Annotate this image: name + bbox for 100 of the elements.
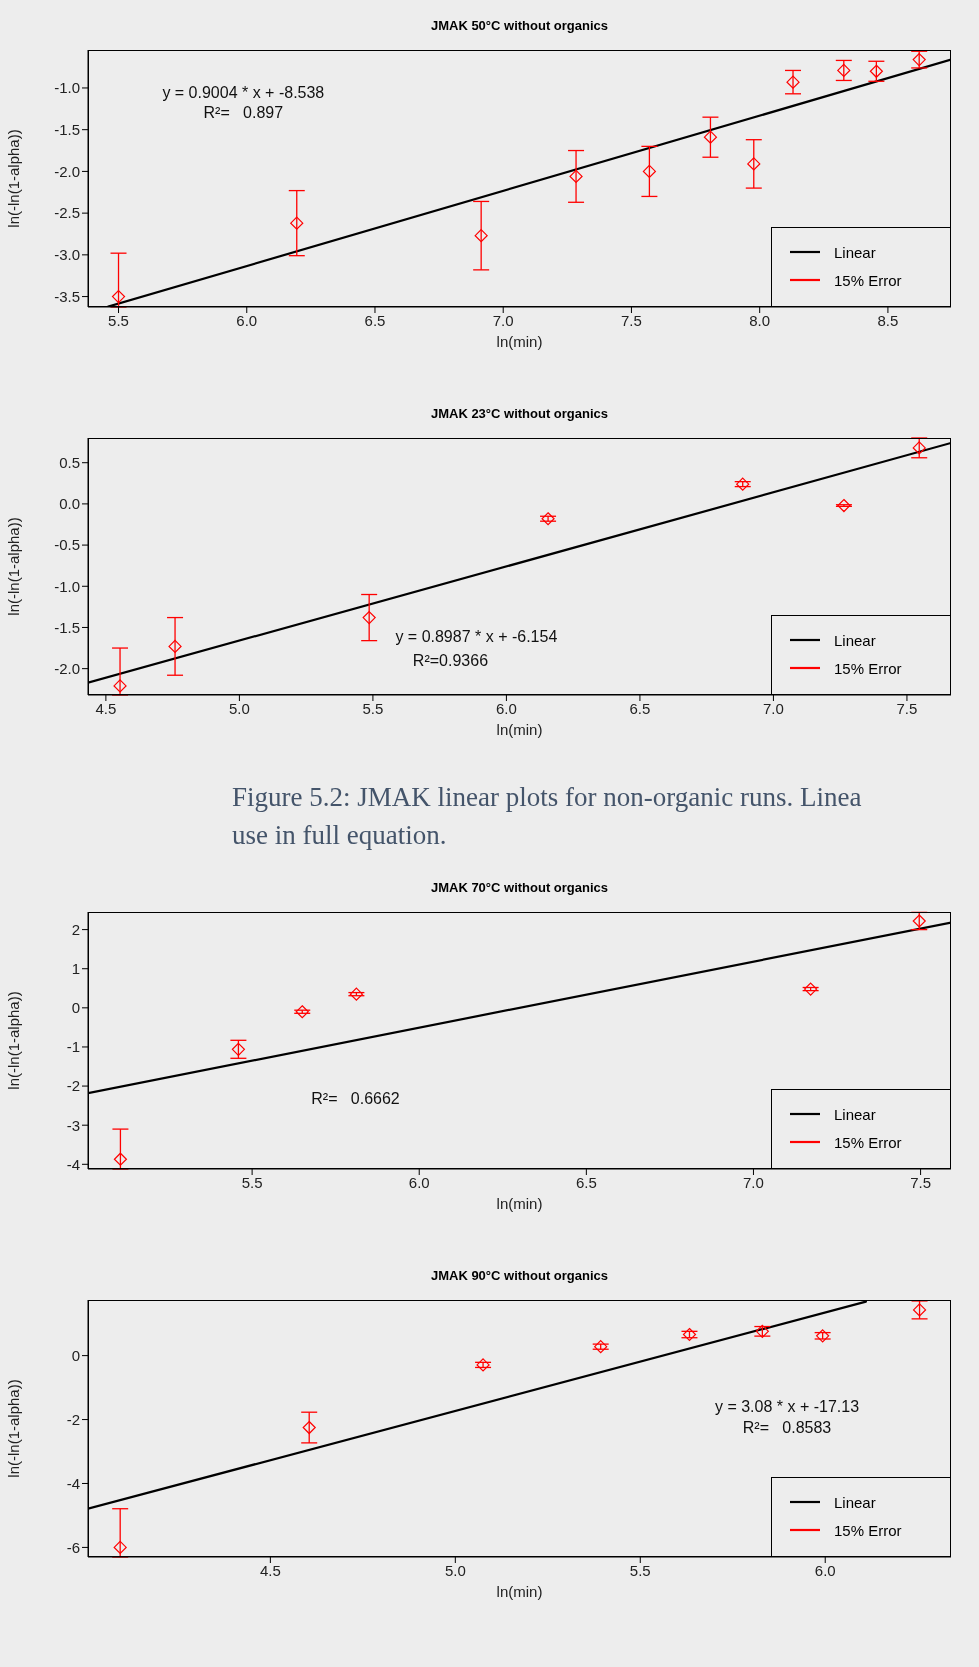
x-axis-title: ln(min) (496, 1583, 543, 1600)
x-tick-label: 6.0 (814, 1561, 836, 1579)
point (816, 1329, 830, 1343)
point (302, 1420, 316, 1435)
point (682, 1327, 697, 1342)
annotation: R²=0.9366 (411, 651, 490, 670)
x-tick-label: 7.5 (896, 699, 918, 717)
x-axis-title: ln(min) (496, 1195, 543, 1212)
x-tick-label: 5.5 (241, 1173, 263, 1191)
x-tick-label: 5.0 (228, 699, 250, 717)
point (113, 1152, 128, 1166)
legend-label: Linear (834, 243, 876, 261)
point (168, 639, 182, 653)
x-tick-label: 5.5 (629, 1561, 651, 1579)
point (736, 477, 750, 491)
annotation: R²= 0.6662 (310, 1089, 401, 1108)
y-tick-label: -1.0 (54, 79, 80, 97)
point (912, 441, 926, 455)
y-tick-label: -2.5 (54, 204, 80, 222)
point (837, 498, 851, 513)
y-tick-label: -3 (66, 1116, 80, 1134)
x-tick-label: 8.0 (749, 311, 771, 329)
x-tick-label: 6.5 (575, 1173, 597, 1191)
point (349, 987, 363, 1001)
y-tick-label: -3.5 (54, 287, 80, 305)
point (569, 169, 583, 184)
point (786, 75, 800, 89)
x-tick-label: 5.5 (362, 699, 384, 717)
x-tick-label: 7.0 (743, 1173, 764, 1191)
x-tick-label: 6.0 (408, 1173, 430, 1191)
point (113, 679, 127, 693)
point (804, 982, 818, 996)
legend-label: Linear (834, 631, 876, 649)
y-axis-title: ln(-ln(1-alpha)) (5, 517, 23, 616)
legend-label: Linear (834, 1105, 876, 1123)
point (642, 164, 656, 179)
x-tick-label: 5.5 (108, 311, 129, 329)
point (111, 289, 126, 304)
x-tick-label: 6.0 (495, 699, 517, 717)
x-tick-label: 7.0 (492, 311, 514, 329)
y-tick-label: -3.0 (54, 246, 80, 264)
annotation: y = 3.08 * x + -17.13 (713, 1397, 861, 1416)
y-tick-label: 0.0 (59, 495, 80, 513)
y-tick-label: -1 (66, 1038, 80, 1056)
point (594, 1340, 608, 1354)
y-tick-label: 0.5 (59, 454, 80, 472)
x-tick-label: 7.5 (910, 1173, 932, 1191)
x-tick-label: 5.0 (444, 1561, 466, 1579)
annotation: R²= 0.897 (202, 104, 285, 123)
x-axis-title: ln(min) (496, 721, 543, 738)
point (295, 1005, 309, 1019)
x-tick-label: 7.5 (621, 311, 642, 329)
y-tick-label: -0.5 (54, 536, 80, 554)
y-axis-title: ln(-ln(1-alpha)) (5, 129, 23, 228)
y-tick-label: -4 (66, 1155, 80, 1173)
y-tick-label: 0 (71, 999, 80, 1017)
x-tick-label: 6.0 (236, 311, 258, 329)
chart-title: JMAK 70°C without organics (429, 880, 610, 895)
y-tick-label: -2 (66, 1410, 80, 1428)
point (113, 1540, 127, 1555)
x-tick-label: 6.5 (364, 311, 386, 329)
point (362, 610, 376, 625)
y-tick-label: -6 (66, 1538, 80, 1556)
y-tick-label: 1 (71, 960, 80, 978)
point (474, 229, 488, 243)
y-axis-title: ln(-ln(1-alpha)) (5, 1379, 23, 1478)
x-tick-label: 4.5 (95, 699, 117, 717)
x-axis-title: ln(min) (496, 333, 543, 350)
caption: Figure 5.2: JMAK linear plots for non-organic runs. Linea (232, 781, 863, 814)
annotation: R²= 0.8583 (741, 1418, 833, 1437)
y-tick-label: -2.0 (54, 162, 80, 180)
y-tick-label: 2 (71, 920, 80, 938)
annotation: y = 0.8987 * x + -6.154 (394, 628, 559, 647)
y-tick-label: 0 (71, 1346, 80, 1364)
chart-title: JMAK 23°C without organics (429, 406, 610, 421)
x-tick-label: 6.5 (629, 699, 651, 717)
y-tick-label: -1.0 (54, 577, 80, 595)
chart-title: JMAK 50°C without organics (429, 18, 610, 33)
y-tick-label: -4 (66, 1474, 80, 1492)
point (869, 64, 883, 78)
point (837, 63, 851, 78)
legend-label: 15% Error (834, 271, 902, 289)
point (476, 1358, 490, 1372)
point (703, 130, 718, 144)
x-tick-label: 8.5 (877, 311, 899, 329)
x-tick-label: 4.5 (259, 1561, 281, 1579)
x-tick-label: 7.0 (763, 699, 784, 717)
legend-label: 15% Error (834, 1521, 902, 1539)
y-tick-label: -1.5 (54, 618, 80, 636)
legend-label: Linear (834, 1493, 876, 1511)
point (290, 216, 304, 230)
legend-label: 15% Error (834, 659, 902, 677)
y-tick-label: -2 (66, 1077, 80, 1095)
point (541, 512, 555, 526)
y-tick-label: -1.5 (54, 121, 80, 139)
y-axis-title: ln(-ln(1-alpha)) (5, 991, 23, 1090)
annotation: y = 0.9004 * x + -8.538 (161, 83, 326, 102)
text: use in full equation. (232, 819, 448, 852)
point (747, 157, 761, 171)
legend-label: 15% Error (834, 1133, 902, 1151)
